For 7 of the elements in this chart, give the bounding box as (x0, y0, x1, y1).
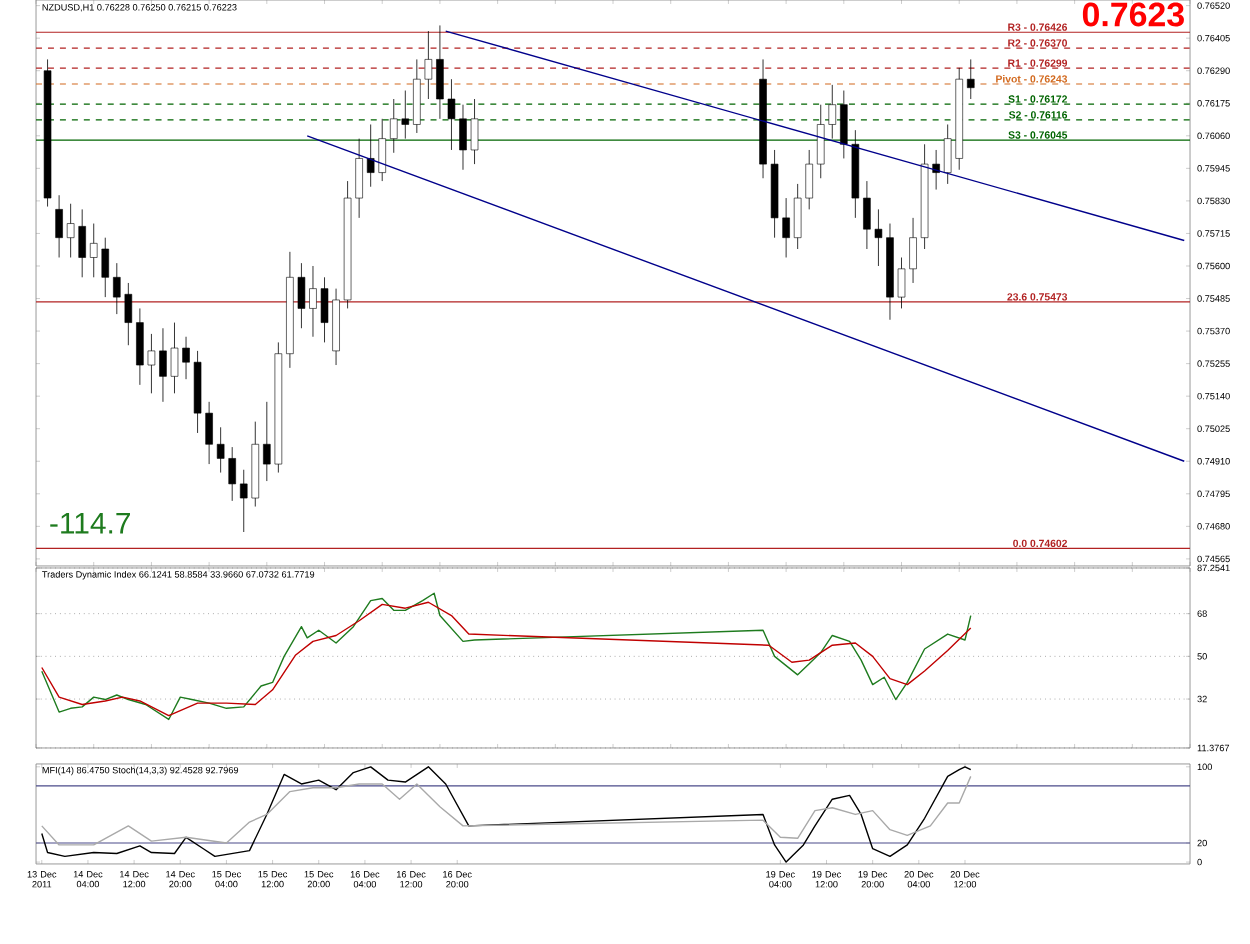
annotation: 0.7623 (1082, 2, 1184, 27)
line-series (41, 775, 972, 846)
line-series (41, 766, 972, 863)
candlestick (966, 59, 975, 100)
annotation: -114.7 (50, 512, 130, 534)
candlestick (55, 194, 63, 258)
candlestick (840, 90, 848, 159)
